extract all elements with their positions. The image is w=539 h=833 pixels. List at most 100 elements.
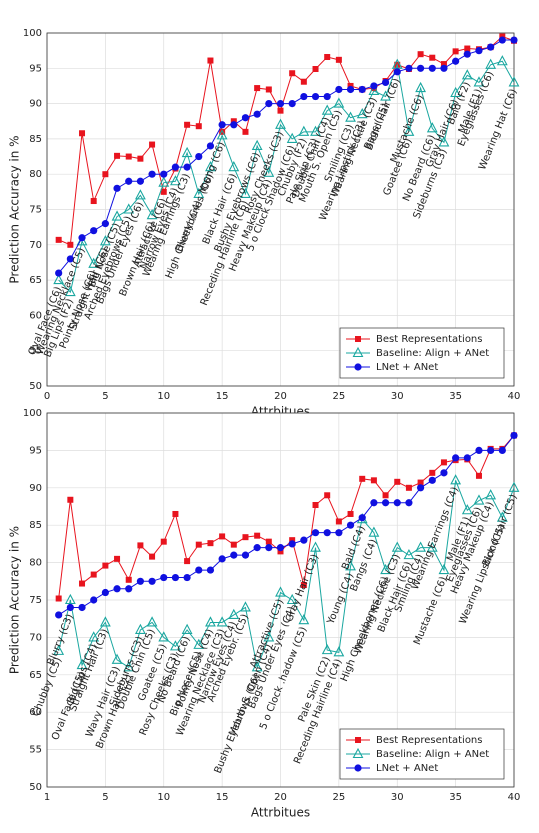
marker [403,548,415,560]
y-axis-label: Prediction Accuracy in % [8,135,22,283]
marker [321,104,333,115]
marker [263,631,275,642]
y-tick-label: 85 [29,520,42,531]
marker [380,90,391,101]
marker [324,54,331,61]
marker [417,484,425,492]
marker [134,623,146,634]
marker [312,502,319,509]
y-tick-label: 50 [29,381,42,392]
marker [324,492,331,499]
marker [195,566,203,574]
marker [473,76,485,87]
marker [254,532,261,539]
marker [510,431,518,440]
marker [53,644,65,655]
marker [347,510,354,517]
y-tick-label: 75 [29,595,42,606]
marker [148,577,156,585]
marker [88,257,100,268]
marker [277,548,284,555]
marker [463,50,471,58]
x-tick-label: 25 [333,391,346,402]
marker [368,84,380,95]
y-tick-label: 80 [29,169,42,180]
marker [265,544,273,552]
marker [90,596,98,604]
marker [114,152,121,159]
marker [148,170,156,178]
marker [321,643,333,655]
marker [207,57,214,64]
marker [498,446,506,454]
marker [230,121,238,129]
marker [277,107,284,114]
marker [428,476,436,484]
marker [160,188,167,195]
marker [438,136,450,147]
marker [311,529,320,537]
marker [475,47,483,55]
marker [55,236,62,243]
marker [102,562,109,569]
marker [181,146,193,158]
marker [391,541,403,552]
marker [206,566,215,574]
y-tick-label: 70 [29,240,42,251]
marker [464,45,471,52]
marker [346,521,355,529]
marker [323,529,331,537]
marker [160,538,167,545]
marker [310,541,321,552]
x-tick-label: 20 [274,792,287,803]
marker [286,132,298,143]
marker [265,538,272,545]
marker [275,586,286,597]
marker [90,571,97,578]
marker [230,551,238,559]
legend-label: Baseline: Align + ANet [376,749,489,760]
marker [99,235,111,246]
marker [415,81,427,93]
y-tick-label: 55 [29,745,42,756]
marker [218,555,226,563]
x-tick-label: 30 [391,391,404,402]
marker [125,576,132,583]
marker [380,563,391,575]
marker [170,175,181,186]
marker [228,608,240,620]
y-tick-label: 65 [29,670,42,681]
marker [289,537,296,544]
marker [461,69,473,80]
marker [183,163,191,171]
x-tick-label: 30 [391,792,404,803]
marker [450,474,462,485]
marker [88,631,100,642]
marker [254,85,261,92]
marker [346,85,355,94]
legend-marker [355,336,361,342]
x-tick-label: 10 [157,391,170,402]
legend-marker [354,363,362,371]
axes-box [46,32,515,387]
y-tick-label: 50 [29,782,42,793]
marker [90,198,97,205]
y-tick-label: 95 [29,63,42,74]
marker [487,43,495,51]
marker [66,255,74,263]
marker [111,653,123,664]
y-tick-label: 65 [29,275,42,286]
marker [158,176,170,187]
marker [485,489,497,500]
marker [417,64,425,72]
marker [219,533,226,540]
marker [275,118,286,129]
series-markers [55,431,518,619]
marker [79,580,86,587]
marker [206,142,215,150]
marker [428,64,436,72]
marker [125,585,133,593]
marker [241,551,250,559]
legend-marker [355,737,361,743]
